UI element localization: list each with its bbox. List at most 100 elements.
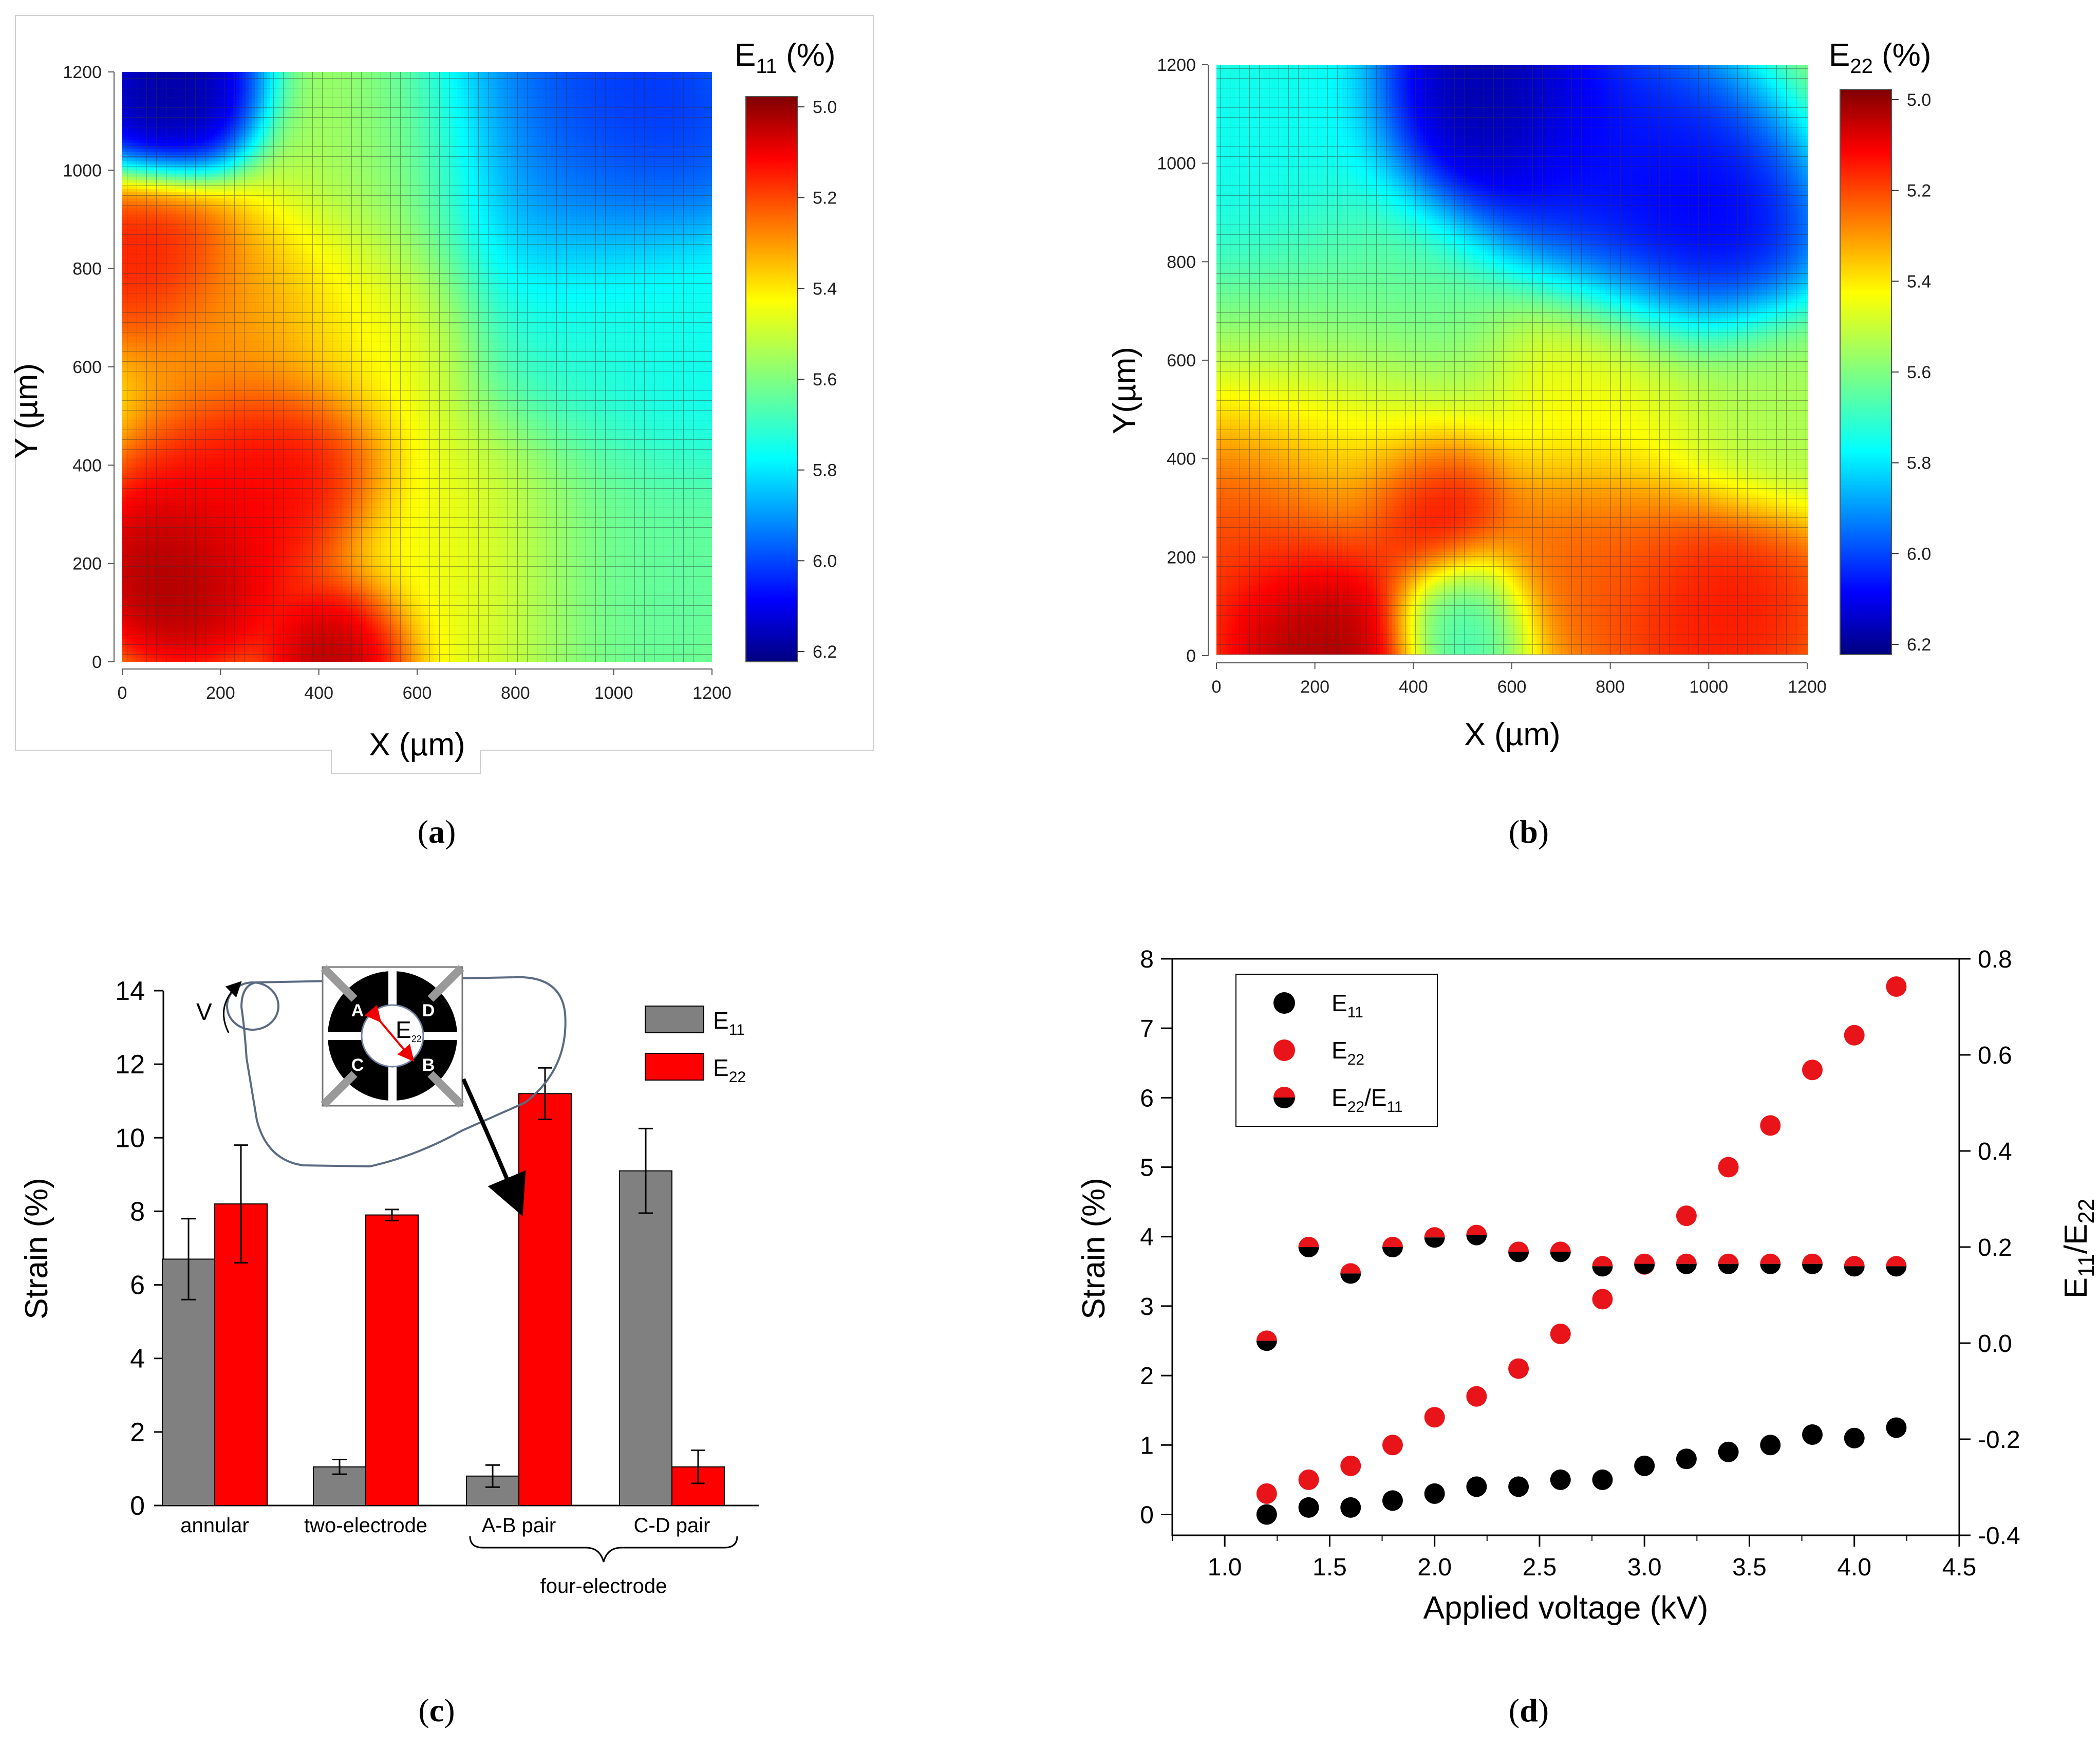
legend-label-ratio-d: E22/E11 bbox=[1332, 1084, 1403, 1116]
x-tick-label: 800 bbox=[501, 683, 530, 703]
point-e22 bbox=[1760, 1115, 1781, 1136]
point-e11 bbox=[1592, 1469, 1613, 1490]
point-e11 bbox=[1886, 1417, 1907, 1438]
bars-c bbox=[162, 1067, 725, 1507]
colorbar-tick-label: 5.2 bbox=[1907, 181, 1931, 201]
x-tick-label: 1.0 bbox=[1208, 1554, 1242, 1581]
category-label: C-D pair bbox=[634, 1514, 710, 1537]
y-tick-label: 2 bbox=[1140, 1363, 1154, 1390]
point-e11 bbox=[1760, 1435, 1781, 1456]
y-tick-label: 800 bbox=[72, 259, 102, 279]
point-e22 bbox=[1844, 1025, 1865, 1046]
point-e11 bbox=[1844, 1427, 1865, 1448]
x-axis-title-d: Applied voltage (kV) bbox=[1423, 1590, 1709, 1626]
bar-e11-4 bbox=[619, 1170, 672, 1506]
x-tick-label: 3.0 bbox=[1627, 1554, 1662, 1581]
y-axis-title-b: Y(µm) bbox=[1107, 347, 1142, 434]
y-tick-label: 8 bbox=[130, 1197, 145, 1226]
point-e22 bbox=[1298, 1469, 1319, 1490]
x-tick-label: 0 bbox=[118, 683, 127, 703]
point-e11 bbox=[1298, 1497, 1319, 1518]
legend-swatch-e11 bbox=[645, 1006, 704, 1033]
legend-label-e22: E22 bbox=[713, 1054, 746, 1086]
colorbar-ticks-a: 5.0 5.2 5.4 5.6 5.8 6.0 6.2 bbox=[797, 98, 837, 662]
y-tick-label: 14 bbox=[115, 976, 145, 1006]
legend-d bbox=[1235, 974, 1438, 1127]
point-ratio bbox=[1676, 1253, 1697, 1274]
y-tick-label: 2 bbox=[130, 1418, 145, 1447]
point-e22 bbox=[1718, 1157, 1739, 1178]
panel-b-heatmap: 0 200 400 600 800 1000 1200 0 200 400 600 800 1000 1… bbox=[1107, 38, 1932, 850]
device-inset: V A D C B E22 bbox=[196, 965, 567, 1216]
error-bar-e11-1 bbox=[181, 1218, 196, 1300]
x-tick-label: 600 bbox=[403, 683, 432, 703]
colorbar-tick-label: 5.0 bbox=[1907, 90, 1931, 110]
x-tick-label: 400 bbox=[304, 683, 333, 703]
point-ratio bbox=[1886, 1256, 1907, 1277]
bar-e11-1 bbox=[162, 1258, 215, 1506]
panel-label-b: (b) bbox=[1509, 813, 1549, 850]
colorbar-tick-label: 5.4 bbox=[1907, 272, 1931, 291]
voltage-source-loop bbox=[226, 981, 279, 1031]
y-tick-label: 1000 bbox=[1157, 154, 1196, 174]
colorbar-a bbox=[745, 96, 798, 662]
y-tick-label: 400 bbox=[72, 456, 102, 475]
y-tick-label: 12 bbox=[115, 1050, 145, 1080]
panel-c-bar-chart: 0 2 4 6 8 10 12 14 annular two-electrode A-B pair… bbox=[19, 965, 759, 1729]
y-tick-label: 7 bbox=[1140, 1015, 1154, 1043]
bar-e22-3 bbox=[518, 1093, 572, 1506]
point-e22 bbox=[1886, 976, 1907, 997]
point-e11 bbox=[1424, 1483, 1445, 1504]
voltage-label: V bbox=[196, 998, 212, 1025]
legend-swatch-e22 bbox=[645, 1053, 704, 1081]
legend-marker-e22 bbox=[1273, 1039, 1295, 1061]
point-e11 bbox=[1256, 1504, 1277, 1525]
y2-tick-label: 0.0 bbox=[1978, 1330, 2012, 1358]
colorbar-title-b: E22 (%) bbox=[1829, 38, 1932, 78]
point-ratio bbox=[1592, 1256, 1613, 1277]
error-bar-e22-1 bbox=[234, 1144, 248, 1264]
y2-tick-label: -0.2 bbox=[1978, 1426, 2020, 1454]
x-tick-label: 1200 bbox=[692, 683, 732, 703]
point-e11 bbox=[1634, 1455, 1655, 1476]
x-tick-label: 1.5 bbox=[1313, 1554, 1347, 1581]
colorbar-tick-label: 6.2 bbox=[1907, 635, 1931, 655]
x-tick-label: 0 bbox=[1212, 677, 1222, 697]
zoom-arrow bbox=[461, 1078, 526, 1216]
lead-a bbox=[321, 965, 358, 1002]
point-e22 bbox=[1802, 1060, 1823, 1081]
y-axis-title-d: Strain (%) bbox=[1076, 1178, 1112, 1319]
point-ratio bbox=[1844, 1256, 1865, 1277]
colorbar-tick-label: 5.6 bbox=[1907, 363, 1931, 382]
y-tick-label: 600 bbox=[1167, 351, 1196, 370]
y-tick-label: 800 bbox=[1167, 252, 1196, 272]
legend-label-e11-d: E11 bbox=[1332, 990, 1363, 1021]
point-e22 bbox=[1550, 1323, 1571, 1344]
y-axis-b: 0 200 400 600 800 1000 1200 bbox=[1157, 55, 1209, 666]
y2-axis-d: -0.4 -0.2 0.0 0.2 0.4 0.6 0.8 bbox=[1959, 946, 2020, 1550]
electrode-label-a: A bbox=[351, 1001, 364, 1020]
point-ratio bbox=[1340, 1263, 1361, 1284]
x-tick-label: 400 bbox=[1399, 677, 1428, 697]
y-tick-label: 6 bbox=[1140, 1085, 1154, 1112]
y-tick-label: 1000 bbox=[63, 161, 102, 180]
panel-label-d: (d) bbox=[1509, 1692, 1549, 1729]
point-ratio bbox=[1256, 1330, 1277, 1351]
error-bar-e22-2 bbox=[385, 1209, 399, 1221]
x-tick-label: 4.0 bbox=[1837, 1554, 1871, 1581]
error-bar-e22-4 bbox=[691, 1449, 705, 1484]
colorbar-tick-label: 5.8 bbox=[1907, 454, 1931, 473]
point-e22 bbox=[1340, 1455, 1361, 1476]
colorbar-tick-label: 5.6 bbox=[813, 370, 837, 389]
electrode-label-c: C bbox=[351, 1055, 364, 1075]
colorbar-tick-label: 5.2 bbox=[813, 189, 837, 208]
e22-heatmap-grid bbox=[1216, 65, 1808, 655]
y2-tick-label: 0.8 bbox=[1978, 946, 2012, 973]
y-axis-c: 0 2 4 6 8 10 12 14 bbox=[115, 976, 163, 1521]
x-axis-d: 1.0 1.5 2.0 2.5 3.0 3.5 4.0 4.5 bbox=[1172, 1535, 1976, 1581]
point-ratio bbox=[1424, 1227, 1445, 1248]
membrane-outline bbox=[240, 976, 567, 1168]
x-tick-label: 2.5 bbox=[1523, 1554, 1557, 1581]
bar-e22-2 bbox=[365, 1214, 419, 1506]
